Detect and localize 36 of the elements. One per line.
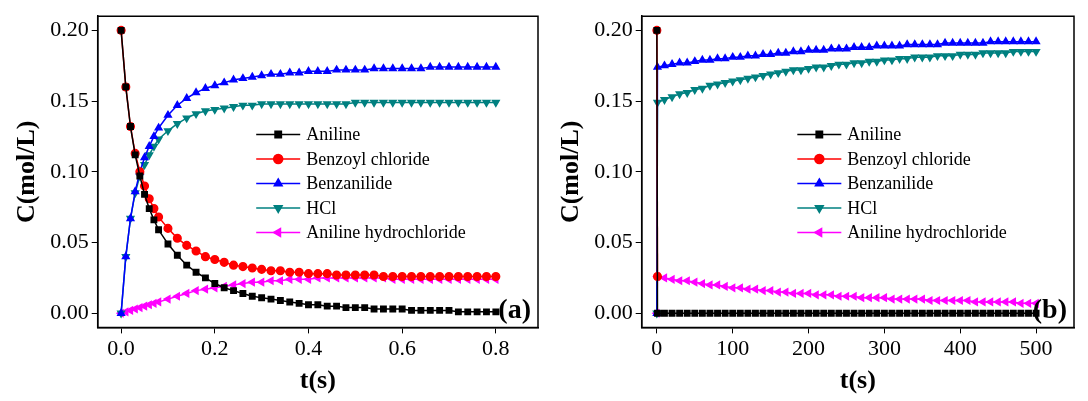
x-tick-label: 0.2 <box>201 335 229 361</box>
y-axis-title: C(mol/L) <box>555 120 585 224</box>
x-tick-label: 0.8 <box>482 335 510 361</box>
y-tick-label: 0.20 <box>594 16 633 42</box>
x-tick-label: 0.0 <box>107 335 135 361</box>
y-tick-label: 0.15 <box>50 86 89 112</box>
y-tick-label: 0.05 <box>594 228 633 254</box>
legend-label: HCl <box>306 197 337 218</box>
x-tick-label: 500 <box>1019 335 1053 361</box>
y-tick-label: 0.20 <box>50 16 89 42</box>
y-tick-label: 0.10 <box>50 157 89 183</box>
legend-label: Benzanilide <box>847 173 934 194</box>
x-tick-label: 300 <box>867 335 901 361</box>
y-tick-label: 0.00 <box>594 299 633 325</box>
legend-label: Benzoyl chloride <box>306 148 430 169</box>
x-tick-label: 100 <box>716 335 750 361</box>
legend-label: Benzoyl chloride <box>847 148 971 169</box>
legend-label: Aniline hydrochloride <box>306 222 466 243</box>
legend-label: Aniline <box>306 124 361 145</box>
x-tick-label: 0.6 <box>388 335 416 361</box>
legend-label: HCl <box>847 197 878 218</box>
legend-label: Aniline <box>847 124 902 145</box>
x-tick-label: 400 <box>943 335 977 361</box>
x-tick-label: 0 <box>651 335 663 361</box>
x-tick-label: 0.4 <box>294 335 323 361</box>
y-axis-title: C(mol/L) <box>11 120 41 224</box>
x-axis-title: t(s) <box>299 365 336 395</box>
annotation: (a) <box>498 292 531 324</box>
x-tick-label: 200 <box>792 335 826 361</box>
y-tick-label: 0.00 <box>50 299 89 325</box>
x-axis-title: t(s) <box>839 365 876 395</box>
y-tick-label: 0.10 <box>594 157 633 183</box>
legend-label: Benzanilide <box>306 173 393 194</box>
legend-label: Aniline hydrochloride <box>847 222 1007 243</box>
y-tick-label: 0.15 <box>594 86 633 112</box>
y-tick-label: 0.05 <box>50 228 89 254</box>
